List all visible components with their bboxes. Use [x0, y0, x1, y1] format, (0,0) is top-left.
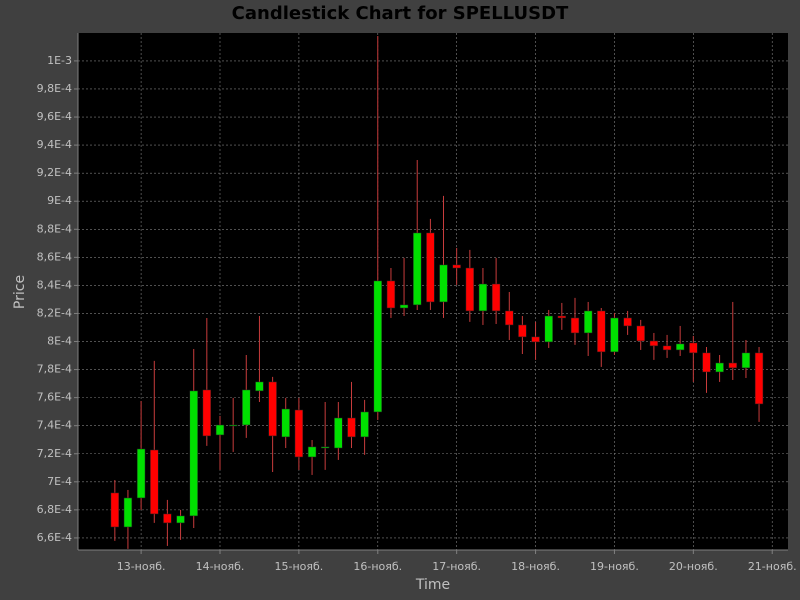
candle-body	[623, 317, 632, 327]
candle-body	[478, 283, 488, 312]
y-tick-label: 8,8E-4	[37, 222, 72, 235]
candle-body	[268, 381, 277, 437]
y-tick-label: 8,6E-4	[37, 250, 72, 263]
candle-body	[505, 310, 514, 326]
candle-body	[439, 264, 448, 303]
candle-body	[531, 336, 540, 343]
x-tick-label: 15-нояб.	[274, 560, 323, 573]
candle-body	[123, 497, 133, 528]
candle-body	[347, 417, 356, 438]
y-tick-label: 6,6E-4	[37, 531, 72, 544]
x-axis-label: Time	[415, 577, 450, 593]
x-tick-label: 17-нояб.	[432, 560, 481, 573]
y-tick-label: 7,2E-4	[37, 447, 72, 460]
candle-body	[570, 317, 580, 334]
chart-title: Candlestick Chart for SPELLUSDT	[232, 3, 569, 24]
y-tick-label: 6,8E-4	[37, 503, 72, 516]
y-tick-label: 7E-4	[47, 475, 72, 488]
y-tick-label: 9,2E-4	[37, 166, 72, 179]
candle-body	[215, 424, 225, 436]
candle-body	[741, 352, 751, 369]
x-tick-label: 14-нояб.	[196, 560, 245, 573]
y-tick-label: 7,6E-4	[37, 391, 72, 404]
candle-body	[176, 515, 185, 524]
y-tick-label: 7,4E-4	[37, 419, 72, 432]
candle-body	[452, 264, 461, 269]
candle-body	[399, 304, 409, 309]
candle-body	[689, 342, 698, 354]
x-tick-label: 13-нояб.	[117, 560, 166, 573]
candle-body	[242, 389, 251, 426]
candle-body	[583, 310, 593, 334]
candle-body	[202, 389, 212, 437]
candle-body	[334, 417, 343, 449]
candle-body	[544, 315, 553, 343]
y-tick-label: 9E-4	[47, 194, 72, 207]
candle-body	[281, 408, 290, 438]
y-tick-label: 9,6E-4	[37, 110, 72, 123]
candle-body	[662, 345, 672, 351]
candle-body	[675, 343, 685, 351]
x-tick-label: 21-нояб.	[748, 560, 797, 573]
candle-body	[754, 352, 764, 405]
candle-body	[610, 317, 619, 353]
candle-body	[294, 409, 304, 458]
candle-body	[715, 362, 724, 373]
x-tick-label: 18-нояб.	[511, 560, 560, 573]
candle-body	[228, 424, 238, 427]
candle-body	[557, 315, 567, 319]
candle-body	[597, 310, 606, 353]
candle-body	[413, 232, 422, 306]
candle-body	[189, 390, 198, 517]
candle-body	[518, 324, 527, 338]
candle-body	[307, 446, 317, 458]
candle-body	[649, 340, 659, 347]
candle-body	[636, 325, 645, 342]
candle-body	[110, 492, 120, 528]
y-tick-label: 9,4E-4	[37, 138, 72, 151]
candle-body	[163, 513, 172, 524]
candle-body	[320, 446, 330, 449]
y-tick-label: 9,8E-4	[37, 82, 72, 95]
y-tick-label: 1E-3	[47, 54, 72, 67]
candle-body	[702, 352, 711, 373]
y-tick-label: 8,4E-4	[37, 278, 72, 291]
x-tick-label: 19-нояб.	[590, 560, 639, 573]
x-tick-label: 16-нояб.	[353, 560, 402, 573]
candle-body	[255, 381, 264, 392]
y-axis-label: Price	[12, 275, 28, 309]
candle-body	[150, 449, 159, 515]
candle-body	[136, 448, 146, 499]
candle-body	[465, 267, 475, 312]
y-tick-label: 8E-4	[47, 335, 72, 348]
candle-body	[386, 280, 396, 309]
candle-body	[426, 232, 435, 303]
y-tick-label: 8,2E-4	[37, 306, 72, 319]
candle-body	[728, 362, 737, 369]
y-tick-label: 7,8E-4	[37, 363, 72, 376]
candle-body	[360, 411, 369, 438]
x-tick-label: 20-нояб.	[669, 560, 718, 573]
candle-body	[373, 280, 382, 413]
candle-body	[491, 283, 501, 312]
